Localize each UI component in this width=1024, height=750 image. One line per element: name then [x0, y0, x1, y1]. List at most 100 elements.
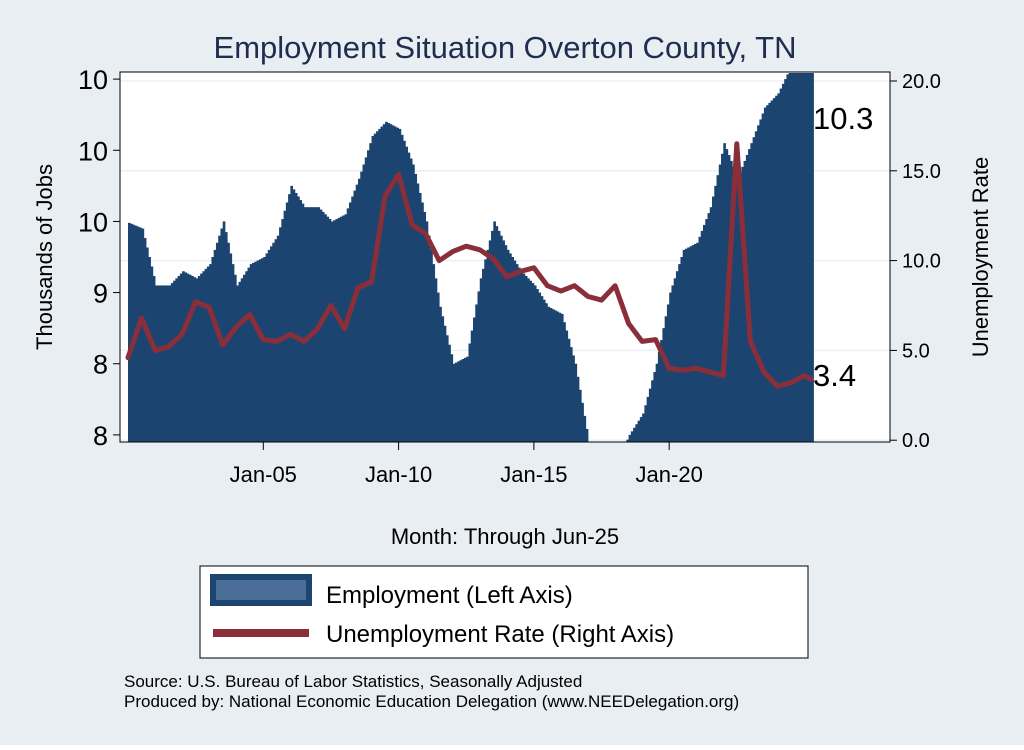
employment-bar [806, 73, 810, 442]
employment-bar [721, 153, 724, 443]
employment-bar [258, 259, 262, 442]
employment-bar [141, 228, 145, 442]
employment-bar [358, 178, 361, 442]
employment-bar [306, 207, 309, 442]
employment-bar [687, 247, 690, 442]
employment-bar [150, 266, 154, 442]
employment-bar [488, 240, 492, 442]
employment-bar [285, 202, 289, 442]
employment-bar [337, 217, 341, 442]
employment-bar [398, 128, 402, 442]
employment-bar [333, 220, 336, 442]
employment-bar [157, 285, 160, 442]
employment-bar [529, 280, 533, 442]
employment-bar [202, 271, 206, 442]
employment-bar [666, 304, 670, 442]
employment-bar [569, 347, 573, 442]
employment-bar [452, 363, 456, 442]
y-right-tick-label: 0.0 [902, 430, 930, 452]
employment-bar [790, 73, 794, 442]
employment-bar [511, 257, 514, 442]
employment-bar [482, 268, 485, 442]
y-left-tick-label: 9 [93, 279, 108, 309]
employment-bar [430, 249, 433, 442]
employment-bar [148, 257, 151, 442]
employment-bar [166, 285, 169, 442]
employment-bar [416, 183, 420, 442]
employment-bar [538, 292, 542, 442]
employment-bar [515, 264, 519, 442]
employment-bar [155, 285, 158, 442]
unemployment-line-group [125, 141, 814, 389]
employment-bar [425, 221, 429, 442]
employment-bar [497, 230, 501, 442]
employment-bar [513, 260, 517, 442]
employment-bar [779, 88, 783, 442]
employment-bar [691, 245, 695, 442]
employment-bar [716, 175, 720, 442]
employment-bar [772, 98, 776, 442]
employment-bar [799, 73, 803, 442]
employment-bar [466, 356, 469, 442]
employment-bar [297, 196, 300, 442]
employment-bar [520, 271, 524, 442]
employment-bar [301, 203, 305, 442]
employment-bar [784, 79, 787, 442]
employment-bar [653, 372, 657, 442]
employment-bar [795, 73, 799, 442]
employment-bar [256, 260, 260, 442]
employment-bar [249, 264, 253, 442]
employment-bar [191, 275, 194, 442]
employment-bar [567, 338, 571, 442]
y-left-tick-label: 10 [78, 207, 108, 237]
employment-bar [128, 222, 131, 442]
employment-bar [633, 427, 636, 442]
employment-bar [484, 259, 487, 442]
employment-bar [193, 277, 197, 442]
employment-bar [563, 322, 566, 442]
employment-bar [265, 253, 269, 442]
employment-bar [290, 185, 294, 442]
employment-bar [657, 351, 661, 442]
employment-bar [326, 216, 330, 442]
employment-bar [766, 105, 769, 442]
employment-bar [477, 291, 481, 442]
employment-bar [509, 253, 512, 442]
employment-bar [288, 194, 291, 442]
employment-bar [655, 363, 659, 442]
employment-bar [423, 211, 427, 442]
employment-bar [360, 171, 363, 442]
employment-bar [479, 278, 483, 442]
employment-bar [312, 207, 316, 442]
employment-bar [628, 434, 632, 442]
employment-bar [545, 303, 548, 442]
employment-bar [385, 121, 388, 443]
employment-bar [504, 245, 508, 442]
employment-bar [436, 292, 440, 442]
employment-bar [786, 74, 790, 442]
employment-bar [382, 124, 386, 442]
employment-bar [243, 274, 246, 442]
employment-bar [152, 275, 156, 442]
employment-bar [585, 428, 589, 442]
employment-bar [204, 268, 208, 442]
y-left-tick-label: 8 [93, 350, 108, 380]
employment-bar [173, 280, 176, 442]
employment-bar [536, 289, 539, 442]
employment-bar [491, 230, 494, 442]
employment-bar [743, 160, 747, 442]
employment-bar [576, 376, 580, 442]
employment-bar [376, 131, 379, 443]
employment-bar [387, 122, 390, 442]
employment-bar [664, 316, 668, 442]
employment-bar [775, 95, 778, 442]
employment-bar [389, 124, 393, 442]
employment-bar [195, 278, 199, 442]
employment-bar [524, 275, 528, 442]
employment-bar [502, 240, 505, 442]
employment-bar [531, 283, 535, 442]
employment-bar [558, 312, 562, 442]
employment-bar [554, 310, 557, 442]
employment-bar [560, 313, 564, 442]
